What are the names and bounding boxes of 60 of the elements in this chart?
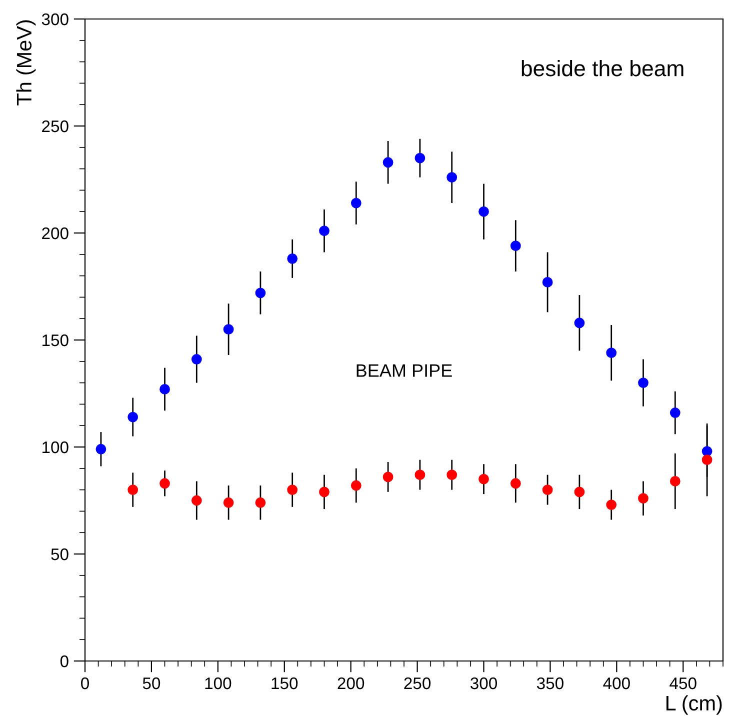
x-tick-label: 350 (536, 677, 564, 690)
point (414, 152, 426, 164)
point (382, 157, 394, 168)
point (542, 277, 553, 288)
point (160, 478, 170, 489)
point (638, 378, 648, 388)
point (287, 253, 298, 264)
point (702, 446, 712, 456)
point (670, 476, 680, 486)
x-tick-label: 150 (272, 677, 298, 690)
x-tick-label: 300 (470, 677, 498, 690)
point (574, 486, 585, 498)
point (350, 480, 362, 491)
point (223, 497, 234, 508)
annotation: BEAM PIPE (356, 364, 452, 377)
point (160, 384, 170, 394)
point (319, 226, 330, 236)
x-tick-label: 100 (205, 677, 232, 690)
x-tick-label: 250 (404, 677, 431, 690)
point (191, 354, 202, 364)
y-tick-label: 250 (42, 120, 68, 132)
point (574, 318, 585, 328)
point (510, 478, 521, 489)
y-tick-label: 150 (42, 334, 68, 346)
point (702, 454, 712, 466)
y-tick-label: 0 (60, 655, 68, 668)
point (414, 470, 426, 480)
point (542, 484, 553, 496)
y-tick-label: 100 (42, 441, 68, 454)
point (478, 206, 489, 217)
point (446, 470, 458, 480)
x-tick-label: 50 (142, 677, 160, 690)
y-axis-title: Th (MeV) (16, 20, 36, 106)
point (350, 198, 362, 208)
x-tick-label: 400 (603, 677, 630, 690)
point (255, 288, 266, 298)
x-tick-label: 0 (81, 677, 89, 690)
point (638, 493, 648, 504)
y-tick-label: 50 (51, 548, 68, 560)
point (319, 486, 330, 498)
point (446, 172, 458, 183)
y-tick-label: 300 (42, 13, 68, 26)
point (287, 484, 298, 496)
point (382, 472, 394, 482)
annotation: beside the beam (522, 60, 684, 76)
point (670, 408, 680, 418)
point (223, 324, 234, 335)
point (128, 412, 138, 422)
point (96, 444, 106, 454)
point (606, 348, 617, 358)
point (478, 474, 489, 484)
point (510, 240, 521, 252)
point (255, 497, 266, 508)
x-tick-label: 450 (670, 677, 696, 690)
x-axis-title: L (cm) (666, 695, 722, 715)
point (128, 484, 138, 496)
point (606, 500, 617, 510)
point (191, 495, 202, 506)
y-tick-label: 200 (42, 227, 68, 240)
x-tick-label: 200 (338, 677, 364, 690)
